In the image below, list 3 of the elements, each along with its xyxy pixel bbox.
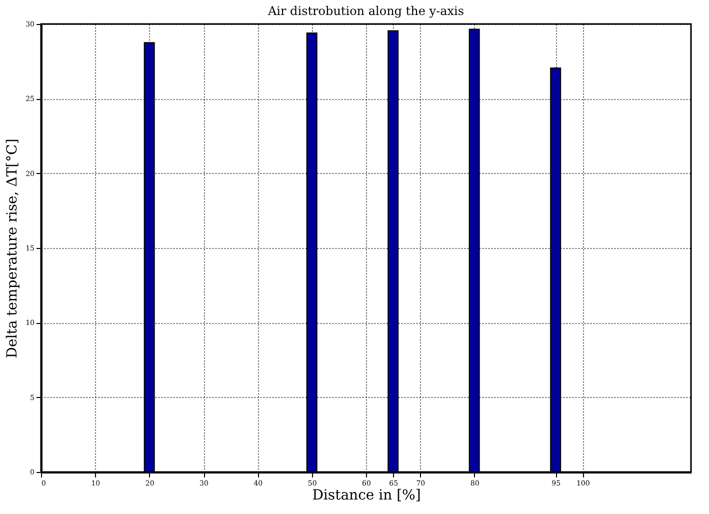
chart-title: Air distrobution along the y-axis xyxy=(266,4,464,18)
x-axis-title: Distance in [%] xyxy=(312,488,421,504)
y-axis-title: Delta temperature rise, ΔT[°C] xyxy=(4,138,21,358)
